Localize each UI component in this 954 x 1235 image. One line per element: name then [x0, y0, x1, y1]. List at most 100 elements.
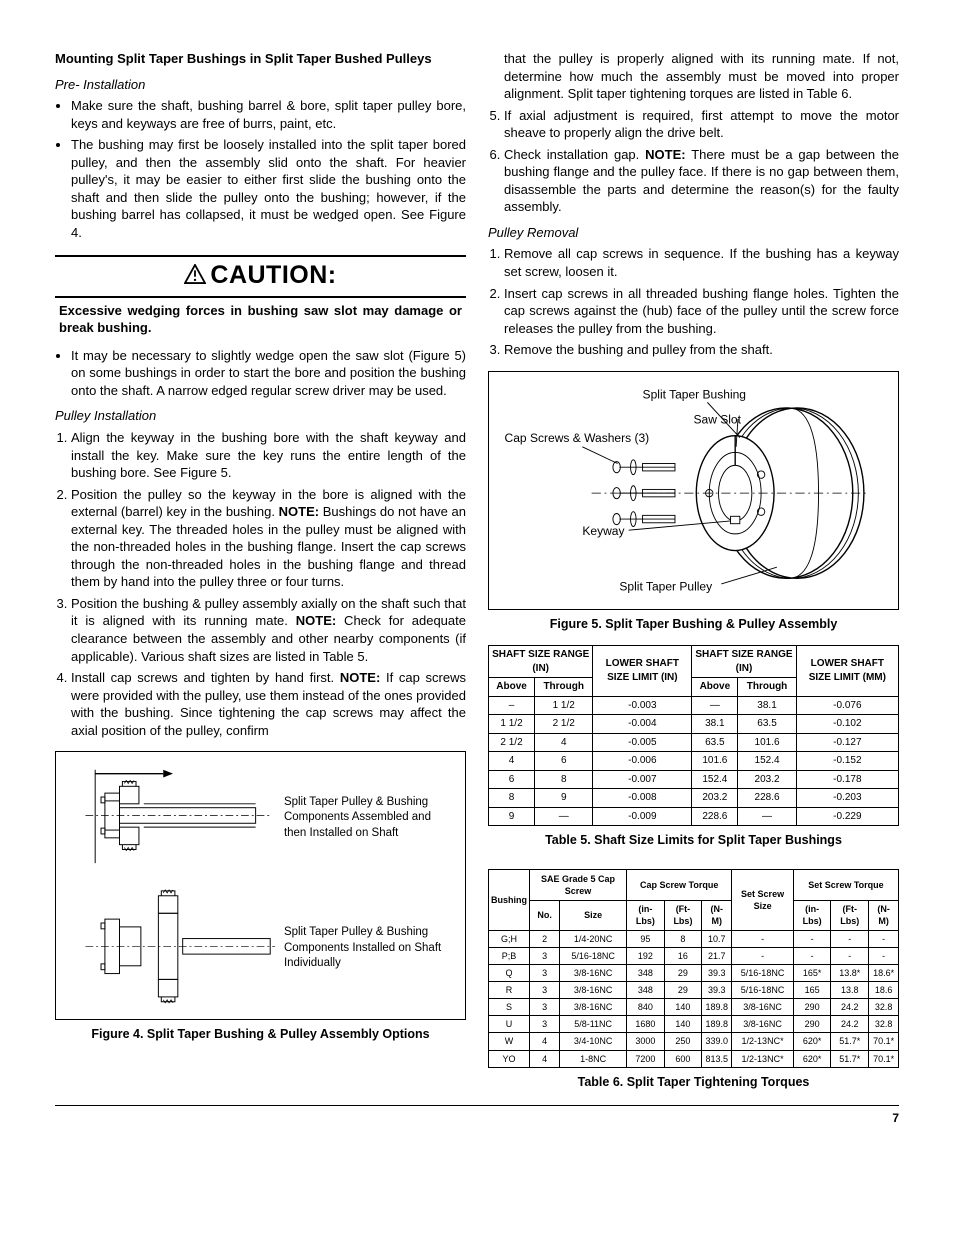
right-column: that the pulley is properly aligned with…	[488, 50, 899, 1091]
table-cell: -	[831, 930, 869, 947]
table-cell: 101.6	[692, 752, 738, 771]
table-row: Q33/8-16NC3482939.35/16-18NC165*13.8*18.…	[489, 964, 899, 981]
table-cell: 70.1*	[869, 1033, 899, 1050]
table-cell: 1/2-13NC*	[732, 1050, 794, 1067]
table-cell: 5/16-18NC	[560, 947, 627, 964]
t6-h-settorque: Set Screw Torque	[793, 870, 898, 901]
table-cell: 152.4	[738, 752, 796, 771]
table-cell: 3/4-10NC	[560, 1033, 627, 1050]
table-cell: -0.127	[796, 733, 898, 752]
pulley-install-heading: Pulley Installation	[55, 407, 466, 425]
t6-h-inlbs: (in-Lbs)	[627, 901, 664, 930]
t6-h-no: No.	[530, 901, 560, 930]
table-cell: 39.3	[702, 982, 732, 999]
table-cell: R	[489, 982, 530, 999]
table-cell: –	[489, 696, 535, 715]
fig5-pulley-label: Split Taper Pulley	[619, 579, 712, 593]
step-item: Position the bushing & pulley assembly a…	[71, 595, 466, 665]
step-item: If axial adjustment is required, first a…	[504, 107, 899, 142]
fig5-keyway-label: Keyway	[582, 524, 624, 538]
t5-head-range-mm: SHAFT SIZE RANGE (IN)	[692, 646, 796, 678]
table-cell: 9	[489, 807, 535, 826]
table-cell: 1-8NC	[560, 1050, 627, 1067]
table-6-caption: Table 6. Split Taper Tightening Torques	[488, 1074, 899, 1091]
table-cell: 24.2	[831, 999, 869, 1016]
step-item: Remove the bushing and pulley from the s…	[504, 341, 899, 359]
fig4-row-1: Split Taper Pulley & Bushing Components …	[66, 762, 455, 874]
bullet-item: The bushing may first be loosely install…	[71, 136, 466, 241]
t6-body: G;H21/4-20NC95810.7----P;B35/16-18NC1921…	[489, 930, 899, 1067]
left-column: Mounting Split Taper Bushings in Split T…	[55, 50, 466, 1091]
fig5-caps-label: Cap Screws & Washers (3)	[505, 431, 650, 445]
fig4-label-2: Split Taper Pulley & Bushing Components …	[280, 925, 455, 972]
table-row: –1 1/2-0.003—38.1-0.076	[489, 696, 899, 715]
t6-h-setscrew: Set Screw Size	[732, 870, 794, 931]
table-cell: 192	[627, 947, 664, 964]
table-cell: 620*	[793, 1033, 830, 1050]
table-cell: G;H	[489, 930, 530, 947]
table-cell: 21.7	[702, 947, 732, 964]
table-cell: -0.178	[796, 770, 898, 789]
table-cell: 140	[664, 1016, 702, 1033]
table-cell: 29	[664, 964, 702, 981]
table-cell: 228.6	[738, 789, 796, 808]
table-cell: 165	[793, 982, 830, 999]
table-cell: 1 1/2	[489, 715, 535, 734]
fig5-diagram: Split Taper Bushing Saw Slot Cap Screws …	[499, 382, 888, 595]
table-cell: 3000	[627, 1033, 664, 1050]
table-cell: 339.0	[702, 1033, 732, 1050]
step-item: Install cap screws and tighten by hand f…	[71, 669, 466, 739]
figure-5-box: Split Taper Bushing Saw Slot Cap Screws …	[488, 371, 899, 611]
fig5-bushing-label: Split Taper Bushing	[643, 387, 746, 401]
bullet-item: Make sure the shaft, bushing barrel & bo…	[71, 97, 466, 132]
table-cell: 189.8	[702, 999, 732, 1016]
table-cell: 620*	[793, 1050, 830, 1067]
table-cell: S	[489, 999, 530, 1016]
table-cell: 3	[530, 964, 560, 981]
t6-h-size: Size	[560, 901, 627, 930]
caution-header: CAUTION:	[55, 255, 466, 297]
table-cell: 840	[627, 999, 664, 1016]
table-cell: -	[793, 930, 830, 947]
t5-head-above: Above	[489, 678, 535, 697]
table-row: W43/4-10NC3000250339.01/2-13NC*620*51.7*…	[489, 1033, 899, 1050]
table-cell: 600	[664, 1050, 702, 1067]
t5-head-through: Through	[535, 678, 593, 697]
table-cell: 6	[535, 752, 593, 771]
table-cell: 3/8-16NC	[732, 999, 794, 1016]
table-row: 89-0.008203.2228.6-0.203	[489, 789, 899, 808]
table-cell: -0.152	[796, 752, 898, 771]
continuation-list: If axial adjustment is required, first a…	[488, 107, 899, 216]
table-cell: 1/2-13NC*	[732, 1033, 794, 1050]
table-cell: 250	[664, 1033, 702, 1050]
t6-h-ftlbs2: (Ft-Lbs)	[831, 901, 869, 930]
warning-triangle-icon	[184, 260, 206, 294]
table-cell: -	[869, 930, 899, 947]
table-cell: 1 1/2	[535, 696, 593, 715]
table-cell: 8	[664, 930, 702, 947]
t6-h-captorque: Cap Screw Torque	[627, 870, 732, 901]
pulley-removal-list: Remove all cap screws in sequence. If th…	[488, 245, 899, 358]
table-row: G;H21/4-20NC95810.7----	[489, 930, 899, 947]
table-cell: -0.003	[593, 696, 692, 715]
table-cell: -0.229	[796, 807, 898, 826]
table-cell: 3	[530, 999, 560, 1016]
table-cell: 7200	[627, 1050, 664, 1067]
table-cell: 3	[530, 982, 560, 999]
t6-h-nm2: (N-M)	[869, 901, 899, 930]
table-cell: 203.2	[692, 789, 738, 808]
table-cell: -0.005	[593, 733, 692, 752]
table-cell: 38.1	[692, 715, 738, 734]
table-cell: 813.5	[702, 1050, 732, 1067]
pre-install-heading: Pre- Installation	[55, 76, 466, 94]
table-row: S33/8-16NC840140189.83/8-16NC29024.232.8	[489, 999, 899, 1016]
figure-5-caption: Figure 5. Split Taper Bushing & Pulley A…	[488, 616, 899, 633]
table-cell: 5/8-11NC	[560, 1016, 627, 1033]
table-cell: 38.1	[738, 696, 796, 715]
bullet-item: It may be necessary to slightly wedge op…	[71, 347, 466, 400]
t6-h-sae: SAE Grade 5 Cap Screw	[530, 870, 627, 901]
table-cell: 101.6	[738, 733, 796, 752]
step-item: Position the pulley so the keyway in the…	[71, 486, 466, 591]
table-cell: -0.008	[593, 789, 692, 808]
table-cell: -0.203	[796, 789, 898, 808]
